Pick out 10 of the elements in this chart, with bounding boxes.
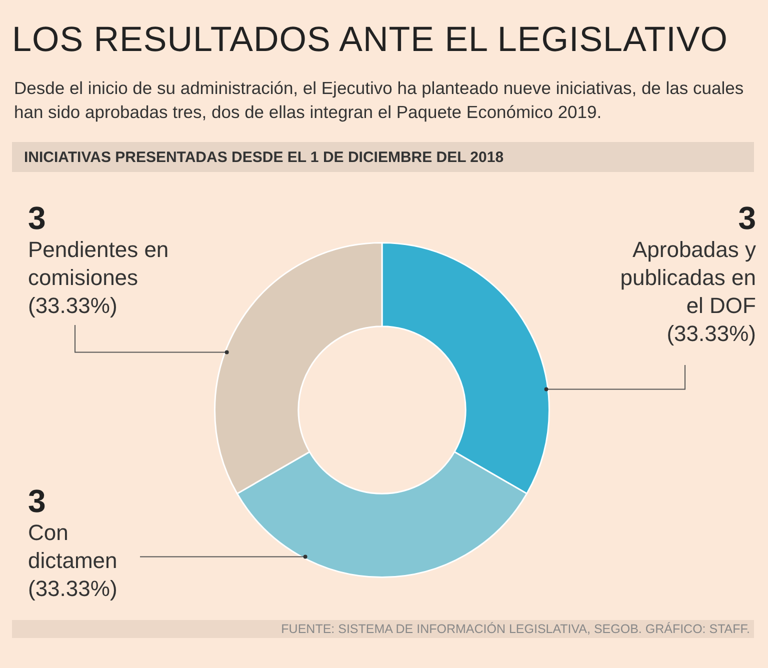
text: INICIATIVAS PRESENTADAS DESDE EL 1 DE DICIEMBRE DEL 2018 [24, 149, 504, 166]
data-label: 3 [28, 200, 47, 236]
data-label: 3 [737, 200, 756, 236]
slice-label: Con dictamen (33.33%) [28, 520, 118, 601]
chart-title: LOS RESULTADOS ANTE EL LEGISLATIVO [12, 20, 728, 60]
slice-label: Aprobadas y publicadas en el DOF (33.33%) [620, 237, 756, 346]
chart-subtitle: Desde el inicio de su administración, el Ejecutivo ha planteado nueve iniciativas, de las cuales han sido aprobadas tres, dos de ellas integran el Paquete Económico 2019. [14, 77, 745, 124]
data-label: 3 [28, 483, 47, 519]
source-note: FUENTE: SISTEMA DE INFORMACIÓN LEGISLATIVA, SEGOB. GRÁFICO: STAFF. [281, 622, 750, 636]
slice-label: Pendientes en comisiones (33.33%) [28, 237, 169, 318]
